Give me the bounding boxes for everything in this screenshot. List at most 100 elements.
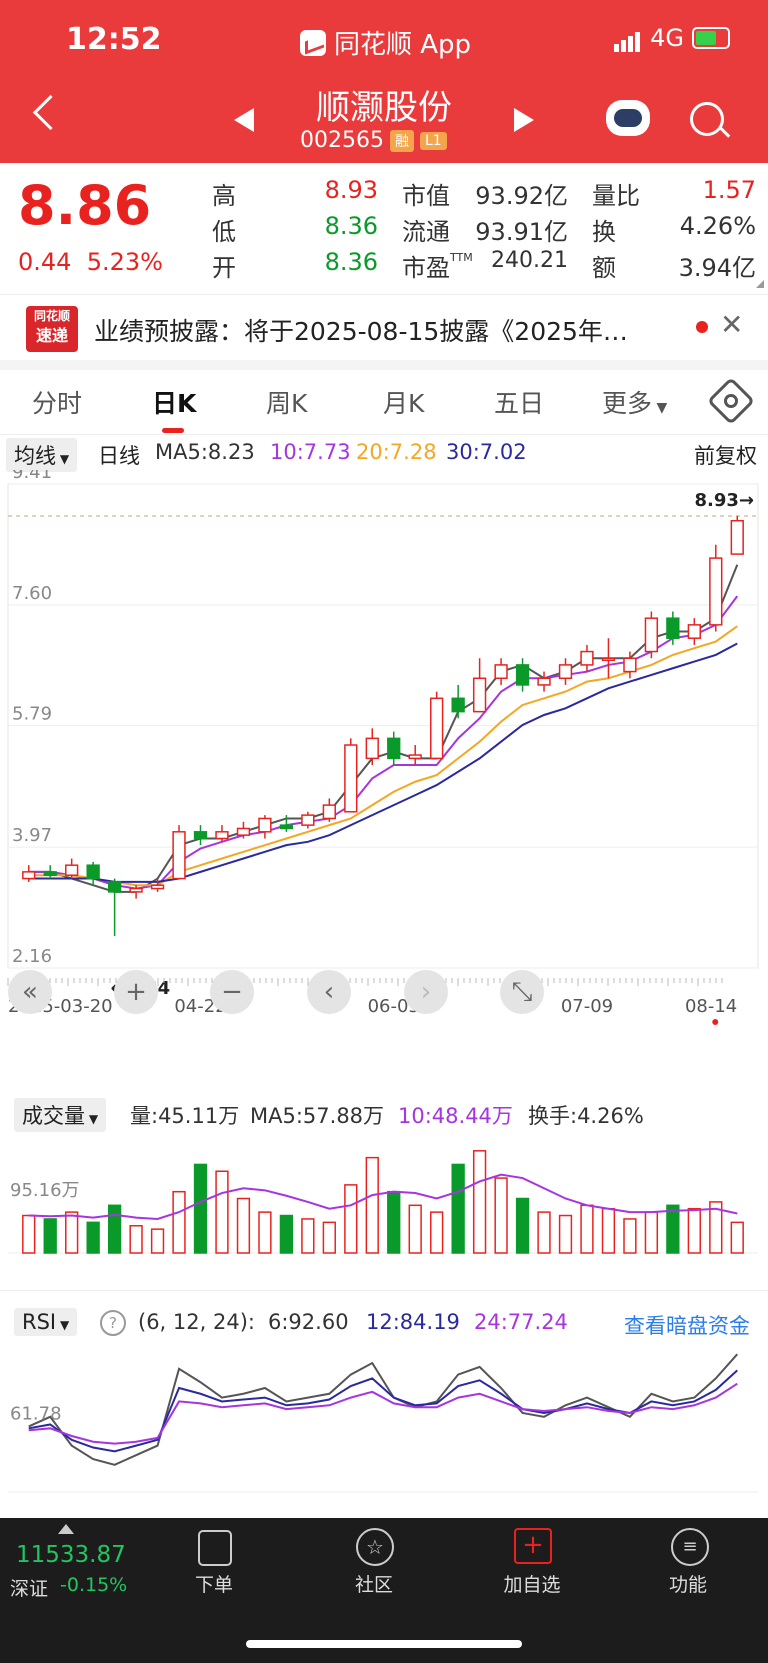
tab-monthly-k[interactable]: 月K <box>383 389 425 418</box>
margin-tag: 融 <box>389 129 414 152</box>
next-stock-icon[interactable] <box>514 108 534 132</box>
amount-value: 3.94亿 <box>678 254 756 282</box>
signal-icon <box>614 24 642 52</box>
pe-label: 市盈TTM <box>402 248 473 283</box>
tab-daily-k[interactable]: 日K <box>152 389 197 418</box>
volume-bar <box>623 1218 637 1254</box>
volume-value: 量:45.11万 <box>130 1104 240 1128</box>
add-watchlist-icon[interactable]: + <box>514 1528 552 1564</box>
volume-ma-line <box>28 1173 738 1220</box>
rsi-line-6 <box>28 1353 739 1466</box>
volume-bar <box>408 1204 422 1254</box>
ma5-value: MA5:8.23 <box>155 440 255 464</box>
fullscreen-control[interactable]: ⤡ <box>500 970 544 1014</box>
ma-line-ma10 <box>28 595 739 890</box>
candle-body <box>387 737 401 760</box>
zoom-in-control[interactable]: + <box>114 970 158 1014</box>
volume-bar <box>236 1197 251 1254</box>
x-axis-label: 07-09 <box>561 996 613 1017</box>
index-change: -0.15% <box>60 1574 128 1596</box>
volume-y-tick: 95.16万 <box>10 1180 80 1201</box>
level-tag: L1 <box>419 131 447 150</box>
high-label: 高 <box>212 182 236 210</box>
settings-icon[interactable] <box>706 376 756 426</box>
search-icon[interactable] <box>690 102 724 136</box>
volume-bar <box>580 1204 594 1254</box>
x-axis-label: 08-14 <box>685 996 737 1017</box>
assistant-robot-icon[interactable] <box>606 100 650 136</box>
expand-corner-icon[interactable] <box>756 280 764 288</box>
move-right-control[interactable]: › <box>404 970 448 1014</box>
candle-body <box>601 657 616 661</box>
change-percent: 5.23% <box>86 248 163 276</box>
rewind-control[interactable]: « <box>8 970 52 1014</box>
order-button[interactable]: 下单 <box>194 1574 233 1596</box>
app-logo-icon <box>300 29 326 56</box>
tab-more[interactable]: 更多 ▼ <box>602 384 667 420</box>
adjust-mode[interactable]: 前复权 <box>694 444 757 468</box>
prev-stock-icon[interactable] <box>234 108 254 132</box>
volume-bar <box>537 1211 551 1254</box>
move-left-control[interactable]: ‹ <box>307 970 351 1014</box>
high-value: 8.93 <box>324 176 378 204</box>
functions-button[interactable]: 功能 <box>668 1574 707 1596</box>
order-icon[interactable] <box>198 1530 232 1566</box>
volume-bar <box>43 1218 57 1254</box>
divider <box>0 434 768 435</box>
ma20-value: 20:7.28 <box>356 440 437 464</box>
candle-body <box>580 650 594 666</box>
ma30-value: 30:7.02 <box>446 440 527 464</box>
close-icon[interactable]: ✕ <box>720 308 744 341</box>
community-icon[interactable]: ☆ <box>356 1528 394 1566</box>
volume-bar <box>387 1190 401 1254</box>
rsi-params: (6, 12, 24): <box>138 1310 255 1334</box>
add-watchlist-button[interactable]: 加自选 <box>503 1574 561 1596</box>
mcap-label: 市值 <box>402 182 450 210</box>
candle-body <box>709 557 723 626</box>
ma-selector[interactable]: 均线 ▼ <box>6 438 78 472</box>
zoom-out-control[interactable]: − <box>210 970 254 1014</box>
volume-bar <box>172 1190 186 1254</box>
current-date-dot <box>712 1019 719 1025</box>
news-text[interactable]: 业绩预披露：将于2025-08-15披露《2025年… <box>94 317 628 346</box>
price-change: 0.44 5.23% <box>18 248 163 276</box>
pe-label-text: 市盈 <box>402 254 450 282</box>
news-logo: 同花顺 速递 <box>26 306 78 352</box>
ma10-value: 10:7.73 <box>270 440 351 464</box>
volume-bar <box>730 1221 744 1254</box>
rsi-selector[interactable]: RSI ▼ <box>14 1308 78 1336</box>
divider <box>0 1290 768 1291</box>
tab-intraday[interactable]: 分时 <box>32 389 83 418</box>
candle-body <box>644 617 659 653</box>
dark-pool-link[interactable]: 查看暗盘资金 <box>624 1314 750 1338</box>
candlestick-chart[interactable]: 9.417.605.793.972.16 8.93→←2.642025-03-2… <box>0 470 768 1040</box>
help-icon[interactable]: ? <box>100 1310 126 1336</box>
current-price: 8.86 <box>18 174 152 237</box>
volume-ratio-value: 1.57 <box>702 176 756 204</box>
volume-bar <box>129 1225 143 1254</box>
mcap-value: 93.92亿 <box>475 182 568 210</box>
rsi-selector-label: RSI <box>22 1310 57 1334</box>
candle-body <box>279 824 294 830</box>
volume-chart: 95.16万 <box>8 1150 758 1254</box>
tab-weekly-k[interactable]: 周K <box>266 389 308 418</box>
app-name-label: 同花顺 App <box>334 30 472 60</box>
candle-body <box>322 804 336 820</box>
ma-selector-label: 均线 <box>14 444 56 468</box>
dropdown-icon: ▼ <box>56 452 70 466</box>
volume-bar <box>193 1163 208 1254</box>
volume-selector[interactable]: 成交量 ▼ <box>14 1098 107 1132</box>
candle-body <box>666 617 680 639</box>
candle-body <box>558 664 573 680</box>
volume-bar <box>279 1214 294 1254</box>
rsi-line-12 <box>28 1369 738 1453</box>
menu-icon[interactable]: ≡ <box>671 1528 709 1566</box>
tab-five-day[interactable]: 五日 <box>494 389 545 418</box>
ma-line-ma5 <box>28 564 739 893</box>
news-banner[interactable] <box>0 294 768 357</box>
community-button[interactable]: 社区 <box>354 1574 393 1596</box>
volume-ratio-label: 量比 <box>592 182 640 210</box>
index-value[interactable]: 11533.87 <box>16 1542 126 1568</box>
y-tick-label: 3.97 <box>12 825 52 846</box>
rsi6-value: 6:92.60 <box>268 1310 349 1334</box>
